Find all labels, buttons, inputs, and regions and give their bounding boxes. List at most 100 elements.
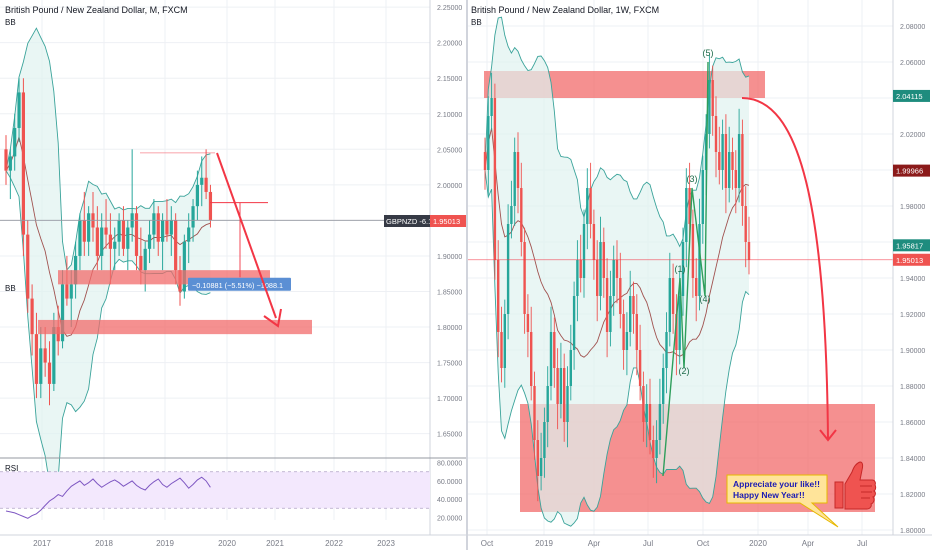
right-candle[interactable] [688,188,691,224]
right-candle[interactable] [714,116,718,152]
right-candle[interactable] [596,260,599,296]
right-candle[interactable] [513,152,516,206]
right-candle[interactable] [592,224,596,260]
left-candle[interactable] [108,234,112,249]
right-candle[interactable] [668,278,671,332]
left-candle[interactable] [147,234,152,249]
right-candle[interactable] [569,350,572,386]
right-candle[interactable] [704,134,708,170]
right-candle[interactable] [487,116,490,170]
right-candle[interactable] [579,260,582,278]
left-candle[interactable] [200,177,204,185]
left-candle[interactable] [100,227,104,256]
right-candle[interactable] [648,404,652,440]
right-candle[interactable] [563,368,566,422]
right-candle[interactable] [553,332,556,368]
left-candle[interactable] [104,227,108,235]
left-candle[interactable] [69,284,73,299]
right-candle[interactable] [619,278,622,314]
right-candle[interactable] [675,314,678,350]
right-candle[interactable] [724,134,728,188]
right-candle[interactable] [638,350,642,386]
right-candle[interactable] [566,386,569,422]
left-candle[interactable] [82,220,86,242]
left-candle[interactable] [8,156,12,171]
left-candle[interactable] [134,213,139,256]
left-candle[interactable] [87,213,91,242]
left-candle[interactable] [143,248,147,271]
right-candle[interactable] [737,134,741,188]
left-candle[interactable] [65,284,69,299]
right-candle[interactable] [671,278,675,314]
right-candle[interactable] [526,314,530,332]
right-candle[interactable] [744,206,747,242]
right-candle[interactable] [681,242,685,296]
rsi-pane[interactable]: 80.0000 60.0000 40.0000 20.0000 [0,461,466,536]
right-candle[interactable] [576,260,579,296]
right-time-axis[interactable]: Oct 2019 Apr Jul Oct 2020 Apr Jul [481,539,868,548]
left-candle[interactable] [182,241,186,292]
left-candle[interactable] [165,220,169,235]
left-candle[interactable] [17,92,21,128]
left-candle[interactable] [47,362,52,384]
right-candle[interactable] [655,440,658,458]
right-candle[interactable] [691,224,695,278]
left-candle[interactable] [95,227,99,256]
right-candle[interactable] [728,152,731,188]
right-candle[interactable] [556,368,559,404]
left-candle[interactable] [39,348,43,384]
left-candle[interactable] [121,220,126,249]
left-candle[interactable] [21,92,25,235]
left-candle[interactable] [78,220,82,256]
right-candle[interactable] [546,386,549,422]
right-candle[interactable] [497,260,500,332]
left-candle[interactable] [156,213,160,242]
right-candle[interactable] [520,188,523,242]
left-candle[interactable] [152,213,156,235]
left-time-axis[interactable]: 2017 2018 2019 2020 2021 2022 2023 [33,539,395,548]
right-candle[interactable] [612,260,615,296]
right-candle[interactable] [665,332,668,368]
right-candle[interactable] [539,458,543,476]
right-candle[interactable] [582,224,586,278]
left-candle[interactable] [26,234,30,299]
right-candle[interactable] [701,170,704,224]
left-candle[interactable] [30,298,34,335]
left-candle[interactable] [204,177,208,192]
right-candle[interactable] [549,332,553,386]
right-candle[interactable] [721,134,724,170]
right-candle[interactable] [622,314,625,350]
right-candle[interactable] [500,332,503,368]
left-candle[interactable] [117,220,121,242]
right-candle[interactable] [747,242,751,260]
left-candle[interactable] [34,334,39,384]
left-candle[interactable] [4,149,8,171]
right-candle[interactable] [708,80,711,134]
right-chart-panel[interactable]: (1) (2) (3) (4) (5) British Pound / New Zeal… [468,0,932,548]
right-candle[interactable] [635,314,638,350]
right-candle[interactable] [533,386,536,440]
right-candle[interactable] [605,278,609,332]
left-candle[interactable] [195,184,199,207]
right-candle[interactable] [543,422,546,458]
right-candle[interactable] [658,404,662,440]
right-candle[interactable] [652,440,655,458]
right-candle[interactable] [662,368,665,404]
right-candle[interactable] [695,278,698,296]
right-candle[interactable] [629,296,632,332]
left-candle[interactable] [52,327,56,384]
right-candle[interactable] [586,188,589,224]
right-candle[interactable] [530,332,533,386]
left-candle[interactable] [43,348,47,363]
right-candle[interactable] [632,296,635,314]
right-candle[interactable] [741,134,744,206]
left-chart-panel[interactable]: −0.10881 (−5.51%) −1088.1 British Pound … [0,0,466,548]
left-candle[interactable] [126,227,130,249]
right-candle[interactable] [718,152,721,170]
right-candle[interactable] [609,296,612,332]
right-candle[interactable] [599,242,602,296]
right-candle[interactable] [506,224,510,314]
right-candle[interactable] [625,332,629,350]
right-candle[interactable] [642,386,645,422]
right-candle[interactable] [536,440,539,476]
